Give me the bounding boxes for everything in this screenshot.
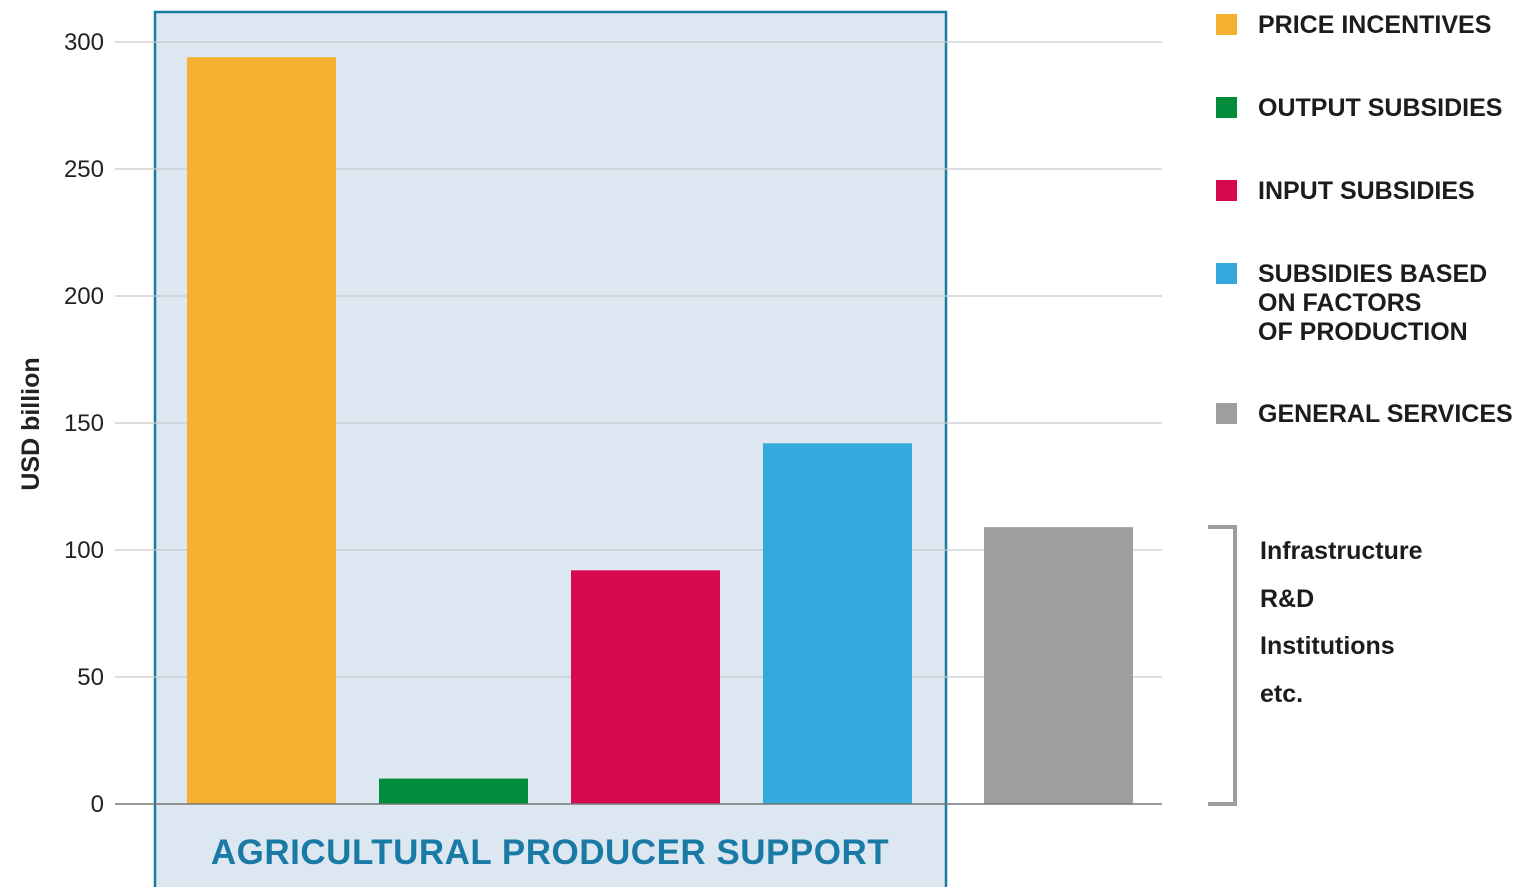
- y-tick-label: 0: [91, 791, 104, 818]
- legend-swatch: [1216, 403, 1237, 424]
- legend-swatch: [1216, 14, 1237, 35]
- y-tick-labels: 0 50 100 150 200 250 300: [64, 29, 104, 818]
- legend-item-input-subsidies: INPUT SUBSIDIES: [1216, 177, 1475, 206]
- bar-input-subsidies: [571, 570, 720, 804]
- bar-general-services: [984, 527, 1133, 804]
- y-tick-label: 50: [77, 664, 104, 691]
- legend-label: GENERAL SERVICES: [1258, 400, 1513, 428]
- legend-label: INPUT SUBSIDIES: [1258, 177, 1475, 205]
- legend-swatch: [1216, 97, 1237, 118]
- y-tick-label: 300: [64, 29, 104, 56]
- note-etc: etc.: [1260, 679, 1304, 708]
- group-label: AGRICULTURAL PRODUCER SUPPORT: [211, 833, 889, 872]
- bar-price-incentives: [187, 57, 336, 805]
- bar-output-subsidies: [379, 778, 528, 804]
- legend-label: OUTPUT SUBSIDIES: [1258, 94, 1503, 122]
- legend-swatch: [1216, 180, 1237, 201]
- note-rnd: R&D: [1260, 584, 1315, 613]
- y-tick-label: 200: [64, 283, 104, 310]
- bar-subsidies-based-on-factors-of-production: [763, 443, 912, 804]
- legend-item-price-incentives: PRICE INCENTIVES: [1216, 11, 1491, 40]
- note-infrastructure: Infrastructure: [1260, 537, 1423, 565]
- legend-item-general-services: GENERAL SERVICES: [1216, 400, 1513, 429]
- legend-item-output-subsidies: OUTPUT SUBSIDIES: [1216, 94, 1502, 123]
- y-tick-label: 100: [64, 537, 104, 564]
- legend-swatch: [1216, 263, 1237, 284]
- legend-item-factor-subsidies: SUBSIDIES BASED ON FACTORS OF PRODUCTION: [1216, 260, 1487, 347]
- general-services-bracket: [1208, 525, 1237, 806]
- legend-label: PRICE INCENTIVES: [1258, 11, 1492, 39]
- legend-label: SUBSIDIES BASED ON FACTORS OF PRODUCTION: [1258, 260, 1488, 346]
- y-tick-label: 250: [64, 156, 104, 183]
- y-axis-label: USD billion: [17, 357, 45, 490]
- general-services-notes: Infrastructure R&D Institutions etc.: [1260, 534, 1423, 724]
- y-tick-label: 150: [64, 410, 104, 437]
- note-institutions: Institutions: [1260, 632, 1395, 660]
- bars: [187, 57, 1133, 805]
